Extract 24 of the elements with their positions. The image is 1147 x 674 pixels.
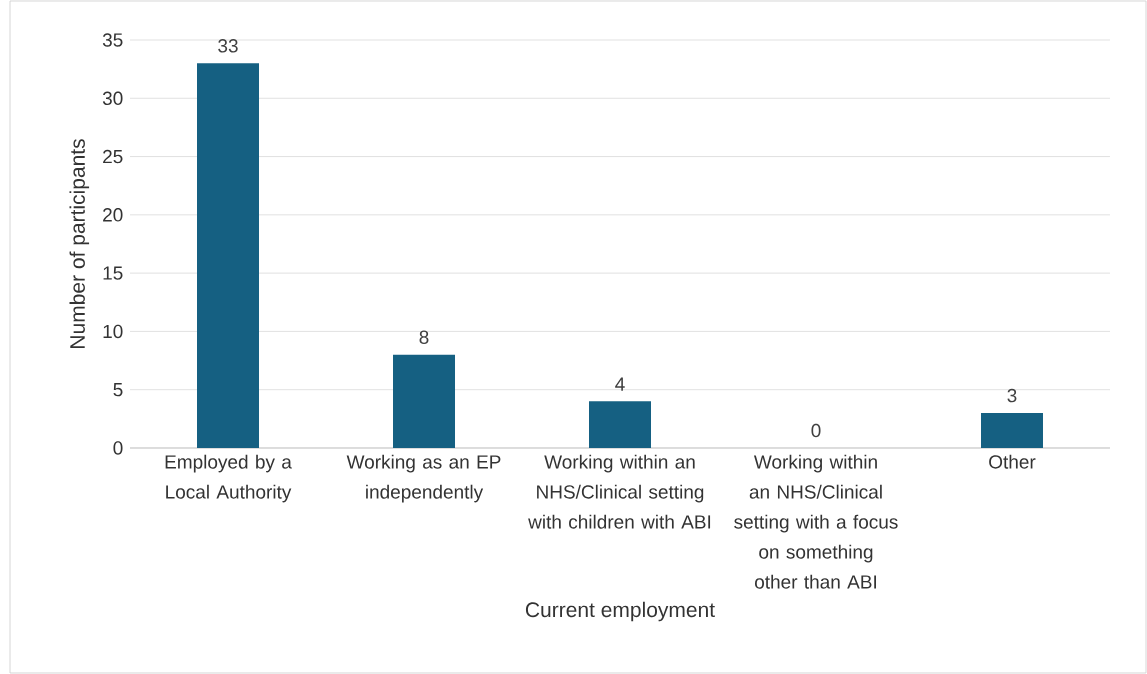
data-label: 8	[419, 330, 429, 344]
x-tick-label: Working within an NHS/Clinical setting with children with ABI	[528, 454, 711, 529]
x-axis-title: Current employment	[525, 601, 715, 622]
bar	[589, 401, 651, 448]
y-tick-label: 25	[103, 149, 123, 164]
y-axis-title: Number of participants	[69, 139, 90, 348]
data-label: 33	[218, 39, 238, 53]
bar	[197, 63, 260, 448]
y-tick-label: 10	[103, 324, 123, 339]
data-label: 0	[811, 423, 821, 438]
y-tick-label: 15	[103, 266, 123, 280]
data-label: 3	[1007, 388, 1017, 403]
y-tick-label: 0	[113, 441, 123, 455]
y-tick-label: 35	[102, 33, 123, 47]
x-tick-label: Working within an NHS/Clinical setting with a focus on something other than ABI	[734, 454, 898, 589]
y-tick-label: 30	[102, 91, 123, 106]
x-tick-label: Working as an EP independently	[346, 454, 501, 503]
bar	[393, 354, 455, 448]
y-tick-label: 5	[113, 383, 123, 397]
x-tick-label: Other	[989, 454, 1036, 469]
x-tick-label: Employed by a Local Authority	[165, 454, 292, 503]
y-tick-label: 20	[103, 208, 123, 222]
bar	[981, 413, 1043, 448]
data-label: 4	[615, 377, 625, 391]
